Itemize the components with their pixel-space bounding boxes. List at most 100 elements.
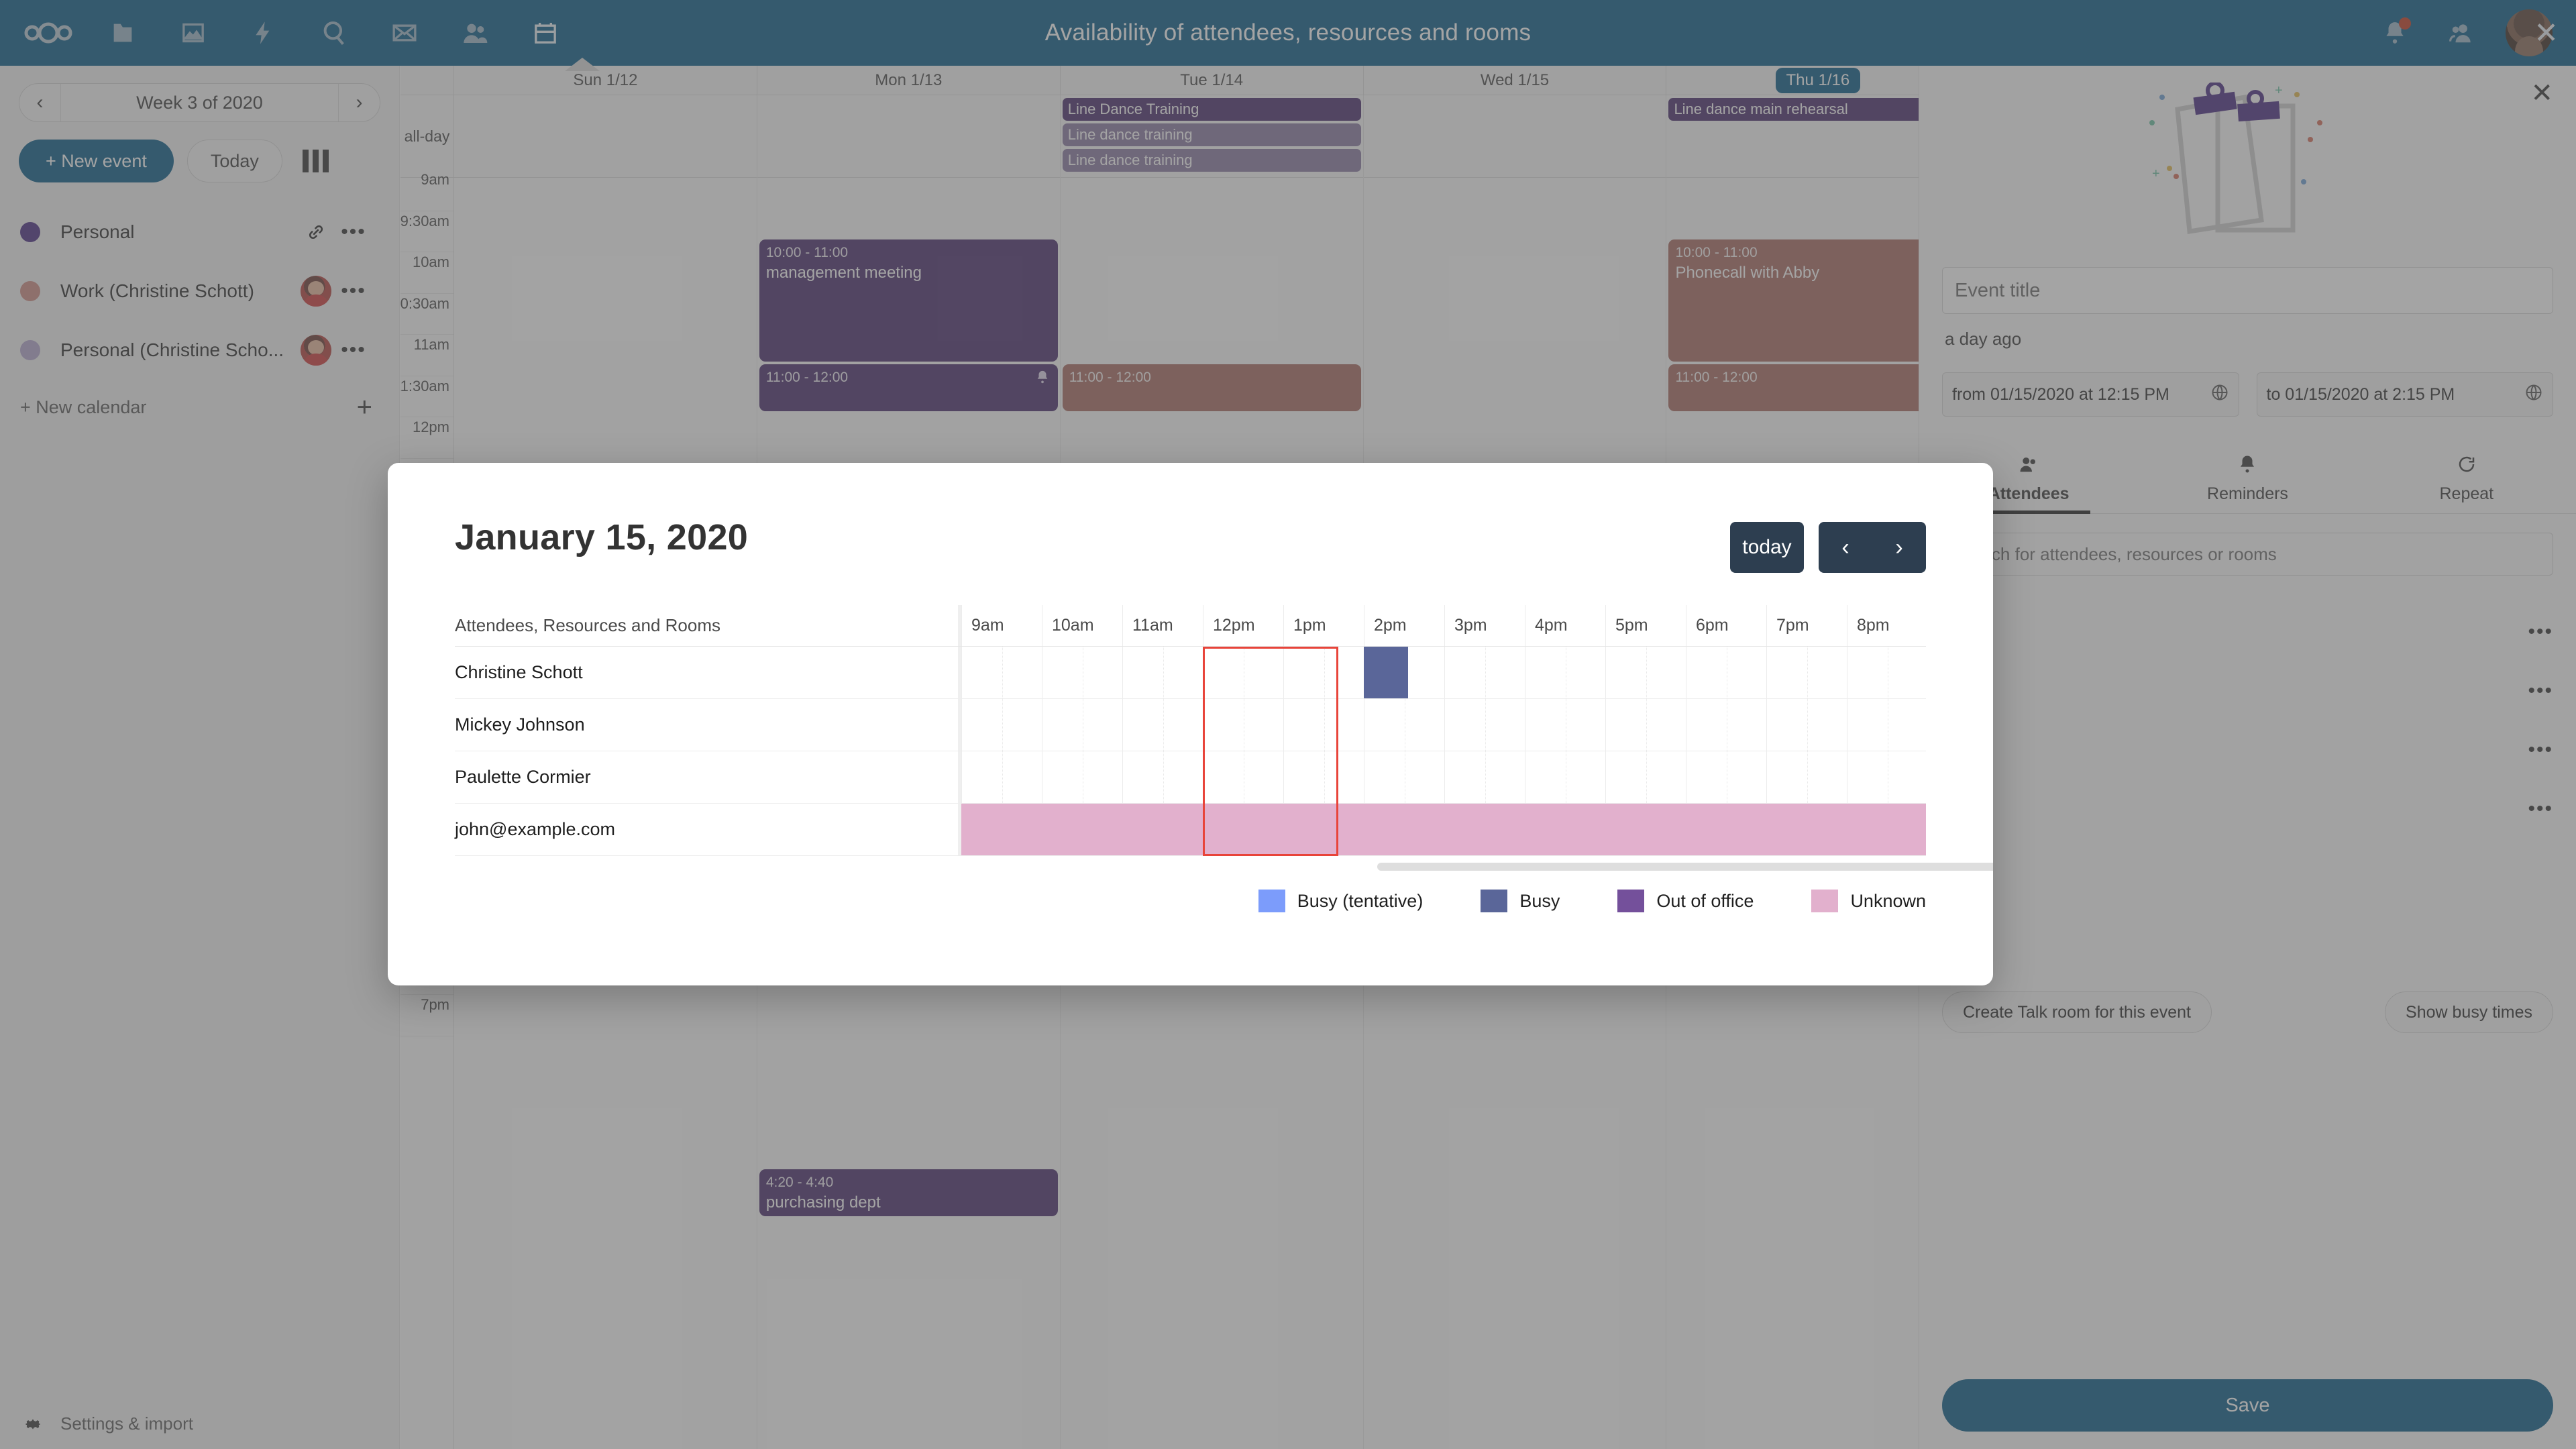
unknown-block (961, 804, 1926, 855)
globe-icon[interactable] (2210, 383, 2229, 407)
attendee-row[interactable]: ••• (1919, 602, 2576, 661)
globe-icon[interactable] (2524, 383, 2543, 407)
calendar-event[interactable]: 11:00 - 12:00 (1062, 364, 1361, 411)
more-actions-icon[interactable]: ••• (2528, 621, 2553, 643)
next-week-button[interactable]: › (338, 84, 380, 121)
event-name: purchasing dept (765, 1193, 881, 1212)
freebusy-horizontal-scrollbar[interactable] (961, 863, 1993, 871)
all-day-cell[interactable] (757, 95, 1061, 177)
tab-label: Repeat (2439, 484, 2494, 503)
freebusy-row: Mickey Johnson (455, 699, 1926, 751)
more-actions-icon[interactable]: ••• (2528, 680, 2553, 702)
attendee-row[interactable]: ••• (1919, 661, 2576, 720)
calendar-more-actions[interactable]: ••• (341, 339, 366, 361)
attendee-name: Christine Schott (455, 662, 583, 682)
event-editor-tabs: Attendees Reminders Repeat (1919, 454, 2576, 514)
calendar-more-actions[interactable]: ••• (341, 280, 366, 302)
contacts-people-icon[interactable] (2428, 0, 2496, 66)
modal-header: January 15, 2020 today ‹ › (388, 463, 1993, 573)
close-icon[interactable]: ✕ (2534, 17, 2559, 50)
repeat-icon (2457, 454, 2477, 479)
tab-repeat[interactable]: Repeat (2357, 454, 2576, 513)
settings-and-import-label: Settings & import (60, 1413, 193, 1434)
attendee-search-input[interactable]: Search for attendees, resources or rooms (1942, 533, 2553, 576)
day-header-mon[interactable]: Mon 1/13 (757, 66, 1061, 95)
attendee-row[interactable]: ••• (1919, 780, 2576, 839)
all-day-event[interactable]: Line dance training (1062, 149, 1361, 172)
calendar-list-item[interactable]: Personal (Christine Scho... ••• (0, 321, 399, 380)
modal-next-button[interactable]: › (1895, 534, 1903, 560)
link-icon[interactable] (297, 222, 335, 242)
event-name: Phonecall with Abby (1675, 264, 1820, 282)
day-header-sun[interactable]: Sun 1/12 (454, 66, 757, 95)
event-end-datetime[interactable]: to 01/15/2020 at 2:15 PM (2256, 372, 2553, 417)
availability-modal: January 15, 2020 today ‹ › Attendees, Re… (388, 463, 1993, 985)
calendar-event[interactable]: 4:20 - 4:40 purchasing dept (759, 1169, 1058, 1216)
modal-title: January 15, 2020 (455, 517, 749, 557)
modal-date-navigation: today ‹ › (1730, 517, 1926, 573)
all-day-cell[interactable]: Line Dance Training Line dance training … (1061, 95, 1364, 177)
calendar-color-dot (20, 281, 40, 301)
hour-label: 5pm (1605, 605, 1686, 646)
calendar-name: Work (Christine Schott) (60, 280, 254, 301)
busy-block (1364, 647, 1408, 698)
event-start-datetime[interactable]: from 01/15/2020 at 12:15 PM (1942, 372, 2239, 417)
save-button[interactable]: Save (1942, 1379, 2553, 1432)
day-header-wed[interactable]: Wed 1/15 (1364, 66, 1667, 95)
topbar-right-actions (2361, 0, 2563, 66)
new-event-button[interactable]: + New event (19, 140, 174, 182)
time-slot: 9:30am (400, 211, 453, 252)
plus-icon[interactable]: + (356, 392, 372, 422)
legend-item-unknown: Unknown (1811, 890, 1926, 912)
calendar-list-item[interactable]: Personal ••• (0, 203, 399, 262)
date-navigation: ‹ Week 3 of 2020 › (19, 83, 380, 122)
day-label: Mon 1/13 (875, 70, 943, 89)
calendar-list-item[interactable]: Work (Christine Schott) ••• (0, 262, 399, 321)
availability-track[interactable] (961, 647, 1926, 698)
more-actions-icon[interactable]: ••• (2528, 739, 2553, 761)
hour-grid (961, 699, 1926, 751)
calendar-event[interactable]: 11:00 - 12:00 (759, 364, 1058, 411)
notifications-bell-icon[interactable] (2361, 0, 2428, 66)
day-header-tue[interactable]: Tue 1/14 (1061, 66, 1364, 95)
previous-week-button[interactable]: ‹ (19, 84, 61, 121)
event-time: 11:00 - 12:00 (765, 370, 849, 385)
all-day-event[interactable]: Line Dance Training (1062, 98, 1361, 121)
availability-track[interactable] (961, 804, 1926, 855)
new-calendar-button[interactable]: + New calendar + (0, 380, 399, 435)
calendar-list: Personal ••• Work (Christine Schott) •••… (0, 203, 399, 435)
all-day-event[interactable]: Line dance training (1062, 123, 1361, 146)
more-actions-icon[interactable]: ••• (2528, 798, 2553, 820)
show-busy-times-button[interactable]: Show busy times (2385, 991, 2553, 1033)
settings-and-import-button[interactable]: Settings & import (0, 1413, 193, 1434)
calendar-more-actions[interactable]: ••• (341, 221, 366, 243)
calendar-event[interactable]: 10:00 - 11:00 management meeting (759, 239, 1058, 362)
hour-label: 7pm (1766, 605, 1847, 646)
legend-label: Out of office (1656, 890, 1754, 911)
date-range-row: from 01/15/2020 at 12:15 PM to 01/15/202… (1942, 372, 2553, 417)
page-title: Availability of attendees, resources and… (1044, 19, 1532, 46)
availability-legend: Busy (tentative) Busy Out of office Unkn… (388, 871, 1993, 912)
hour-label: 4pm (1525, 605, 1605, 646)
availability-track[interactable] (961, 699, 1926, 751)
availability-track[interactable] (961, 751, 1926, 803)
tab-reminders[interactable]: Reminders (2138, 454, 2357, 513)
gutter-spacer (400, 66, 454, 95)
create-talk-room-button[interactable]: Create Talk room for this event (1942, 991, 2212, 1033)
day-label: Thu 1/16 (1775, 67, 1861, 93)
modal-prev-button[interactable]: ‹ (1841, 534, 1849, 560)
attendee-row[interactable]: ••• (1919, 720, 2576, 780)
all-day-cell[interactable] (454, 95, 757, 177)
close-icon[interactable]: ✕ (2530, 78, 2553, 108)
freebusy-row: Paulette Cormier (455, 751, 1926, 804)
event-name: management meeting (765, 264, 922, 282)
modal-today-button[interactable]: today (1730, 522, 1804, 573)
event-title-input[interactable]: Event title (1942, 267, 2553, 314)
today-button[interactable]: Today (186, 140, 282, 182)
all-day-cell[interactable] (1364, 95, 1667, 177)
calendar-name: Personal (60, 221, 135, 242)
people-icon (2019, 454, 2039, 479)
attendee-list: ••• ••• ••• ••• (1919, 602, 2576, 839)
week-view-toggle[interactable] (302, 150, 329, 172)
